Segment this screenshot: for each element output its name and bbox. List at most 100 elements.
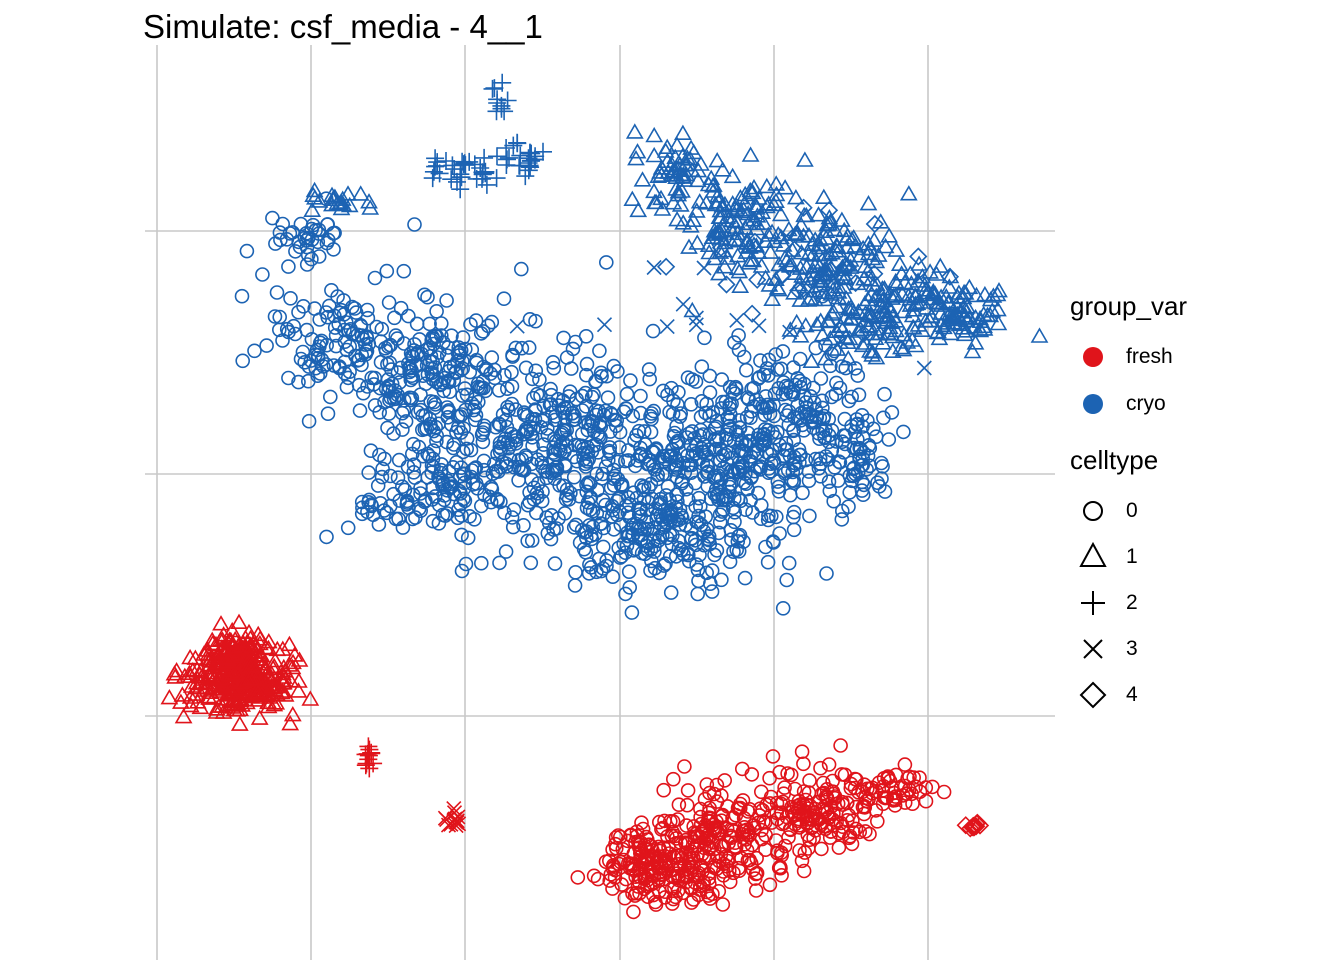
data-point-fresh-celltype-0 bbox=[728, 840, 744, 856]
data-point-cryo-celltype-0 bbox=[850, 368, 866, 383]
data-point-fresh-celltype-0 bbox=[680, 783, 696, 798]
data-point-cryo-celltype-0 bbox=[581, 451, 597, 467]
data-point-cryo-celltype-0 bbox=[488, 419, 504, 435]
data-point-cryo-celltype-4 bbox=[940, 267, 960, 286]
data-point-cryo-celltype-1 bbox=[743, 183, 762, 200]
data-point-cryo-celltype-0 bbox=[265, 210, 280, 226]
data-point-fresh-celltype-1 bbox=[280, 635, 299, 652]
data-point-cryo-celltype-1 bbox=[780, 256, 799, 272]
data-point-cryo-celltype-0 bbox=[852, 440, 868, 456]
data-point-cryo-celltype-0 bbox=[521, 340, 537, 355]
data-point-cryo-celltype-0 bbox=[479, 361, 494, 377]
data-point-cryo-celltype-0 bbox=[603, 405, 618, 421]
data-point-cryo-celltype-0 bbox=[767, 429, 783, 445]
data-point-cryo-celltype-0 bbox=[410, 405, 426, 420]
data-point-cryo-celltype-0 bbox=[642, 371, 658, 387]
data-point-cryo-celltype-0 bbox=[375, 461, 390, 477]
data-point-cryo-celltype-0 bbox=[662, 548, 678, 564]
data-point-fresh-celltype-1 bbox=[221, 661, 240, 678]
data-point-fresh-celltype-0 bbox=[634, 815, 649, 831]
data-point-fresh-celltype-0 bbox=[857, 824, 873, 839]
data-point-fresh-celltype-0 bbox=[758, 827, 773, 843]
data-point-cryo-celltype-0 bbox=[498, 544, 514, 559]
data-point-cryo-celltype-0 bbox=[384, 376, 400, 392]
data-point-cryo-celltype-1 bbox=[811, 312, 830, 328]
data-point-cryo-celltype-2 bbox=[448, 172, 466, 191]
data-point-fresh-celltype-0 bbox=[825, 784, 841, 800]
data-point-cryo-celltype-0 bbox=[364, 370, 380, 386]
data-point-cryo-celltype-0 bbox=[476, 462, 492, 478]
data-point-cryo-celltype-0 bbox=[453, 460, 469, 476]
data-point-cryo-celltype-1 bbox=[715, 233, 734, 250]
data-point-cryo-celltype-0 bbox=[547, 446, 563, 462]
data-point-cryo-celltype-0 bbox=[484, 481, 500, 497]
data-point-cryo-celltype-0 bbox=[722, 554, 738, 570]
data-point-cryo-celltype-1 bbox=[814, 188, 833, 204]
data-point-cryo-celltype-0 bbox=[379, 263, 395, 279]
data-point-fresh-celltype-1 bbox=[211, 677, 230, 693]
data-point-cryo-celltype-0 bbox=[300, 247, 316, 263]
data-point-cryo-celltype-0 bbox=[583, 528, 599, 543]
data-point-cryo-celltype-0 bbox=[496, 291, 512, 307]
data-point-cryo-celltype-4 bbox=[909, 247, 928, 266]
legend-key-diamond bbox=[1070, 675, 1116, 715]
data-point-fresh-celltype-0 bbox=[864, 780, 880, 796]
data-point-cryo-celltype-0 bbox=[777, 463, 792, 479]
data-point-cryo-celltype-1 bbox=[702, 169, 721, 185]
data-point-cryo-celltype-1 bbox=[351, 185, 370, 201]
data-point-cryo-celltype-0 bbox=[546, 360, 562, 376]
data-point-cryo-celltype-1 bbox=[927, 265, 946, 281]
data-point-cryo-celltype-1 bbox=[881, 285, 899, 301]
legend-label-celltype-2: 2 bbox=[1126, 591, 1138, 614]
data-point-fresh-celltype-0 bbox=[668, 889, 683, 905]
data-point-cryo-celltype-0 bbox=[565, 405, 581, 421]
data-point-cryo-celltype-0 bbox=[841, 499, 856, 515]
data-point-cryo-celltype-2 bbox=[443, 156, 462, 175]
data-point-cryo-celltype-0 bbox=[492, 444, 508, 460]
data-point-fresh-celltype-0 bbox=[831, 825, 847, 841]
data-point-cryo-celltype-0 bbox=[462, 508, 477, 524]
data-point-cryo-celltype-1 bbox=[674, 124, 692, 140]
data-point-fresh-celltype-0 bbox=[772, 764, 788, 780]
data-point-cryo-celltype-0 bbox=[636, 424, 652, 439]
data-point-cryo-celltype-1 bbox=[929, 322, 947, 339]
data-point-fresh-celltype-1 bbox=[218, 649, 236, 665]
data-point-cryo-celltype-1 bbox=[723, 194, 742, 211]
data-point-fresh-celltype-0 bbox=[876, 778, 891, 794]
data-point-cryo-celltype-1 bbox=[687, 202, 706, 218]
data-point-cryo-celltype-4 bbox=[745, 232, 765, 251]
data-point-fresh-celltype-0 bbox=[826, 817, 841, 833]
data-point-cryo-celltype-0 bbox=[842, 485, 858, 500]
data-point-cryo-celltype-0 bbox=[393, 300, 409, 316]
data-point-cryo-celltype-0 bbox=[591, 403, 607, 419]
data-point-fresh-celltype-1 bbox=[273, 682, 292, 698]
data-point-cryo-celltype-0 bbox=[464, 396, 480, 411]
data-point-cryo-celltype-1 bbox=[753, 203, 772, 219]
data-point-cryo-celltype-4 bbox=[794, 198, 813, 217]
data-point-cryo-celltype-0 bbox=[782, 487, 798, 503]
data-point-fresh-celltype-0 bbox=[813, 760, 828, 776]
data-point-cryo-celltype-0 bbox=[671, 540, 687, 556]
data-point-cryo-celltype-0 bbox=[483, 366, 498, 381]
data-point-fresh-celltype-0 bbox=[616, 852, 632, 868]
data-point-fresh-celltype-0 bbox=[680, 836, 695, 852]
data-point-fresh-celltype-0 bbox=[699, 777, 715, 792]
data-point-cryo-celltype-0 bbox=[707, 486, 723, 502]
data-point-cryo-celltype-0 bbox=[623, 373, 638, 388]
data-point-fresh-celltype-0 bbox=[586, 868, 602, 884]
data-point-fresh-celltype-0 bbox=[900, 770, 916, 786]
data-point-cryo-celltype-0 bbox=[291, 374, 306, 390]
data-point-cryo-celltype-0 bbox=[812, 451, 828, 467]
data-point-cryo-celltype-0 bbox=[853, 441, 869, 457]
data-point-cryo-celltype-0 bbox=[354, 506, 370, 522]
circle-icon bbox=[1083, 394, 1103, 414]
data-point-fresh-celltype-0 bbox=[852, 824, 868, 840]
data-point-cryo-celltype-0 bbox=[523, 555, 539, 571]
data-point-cryo-celltype-0 bbox=[619, 386, 635, 402]
data-point-fresh-celltype-0 bbox=[637, 854, 653, 869]
data-point-cryo-celltype-0 bbox=[750, 460, 766, 475]
data-point-cryo-celltype-0 bbox=[283, 290, 298, 306]
data-point-cryo-celltype-1 bbox=[989, 314, 1008, 331]
data-point-cryo-celltype-1 bbox=[836, 269, 855, 286]
data-point-cryo-celltype-0 bbox=[414, 346, 429, 362]
